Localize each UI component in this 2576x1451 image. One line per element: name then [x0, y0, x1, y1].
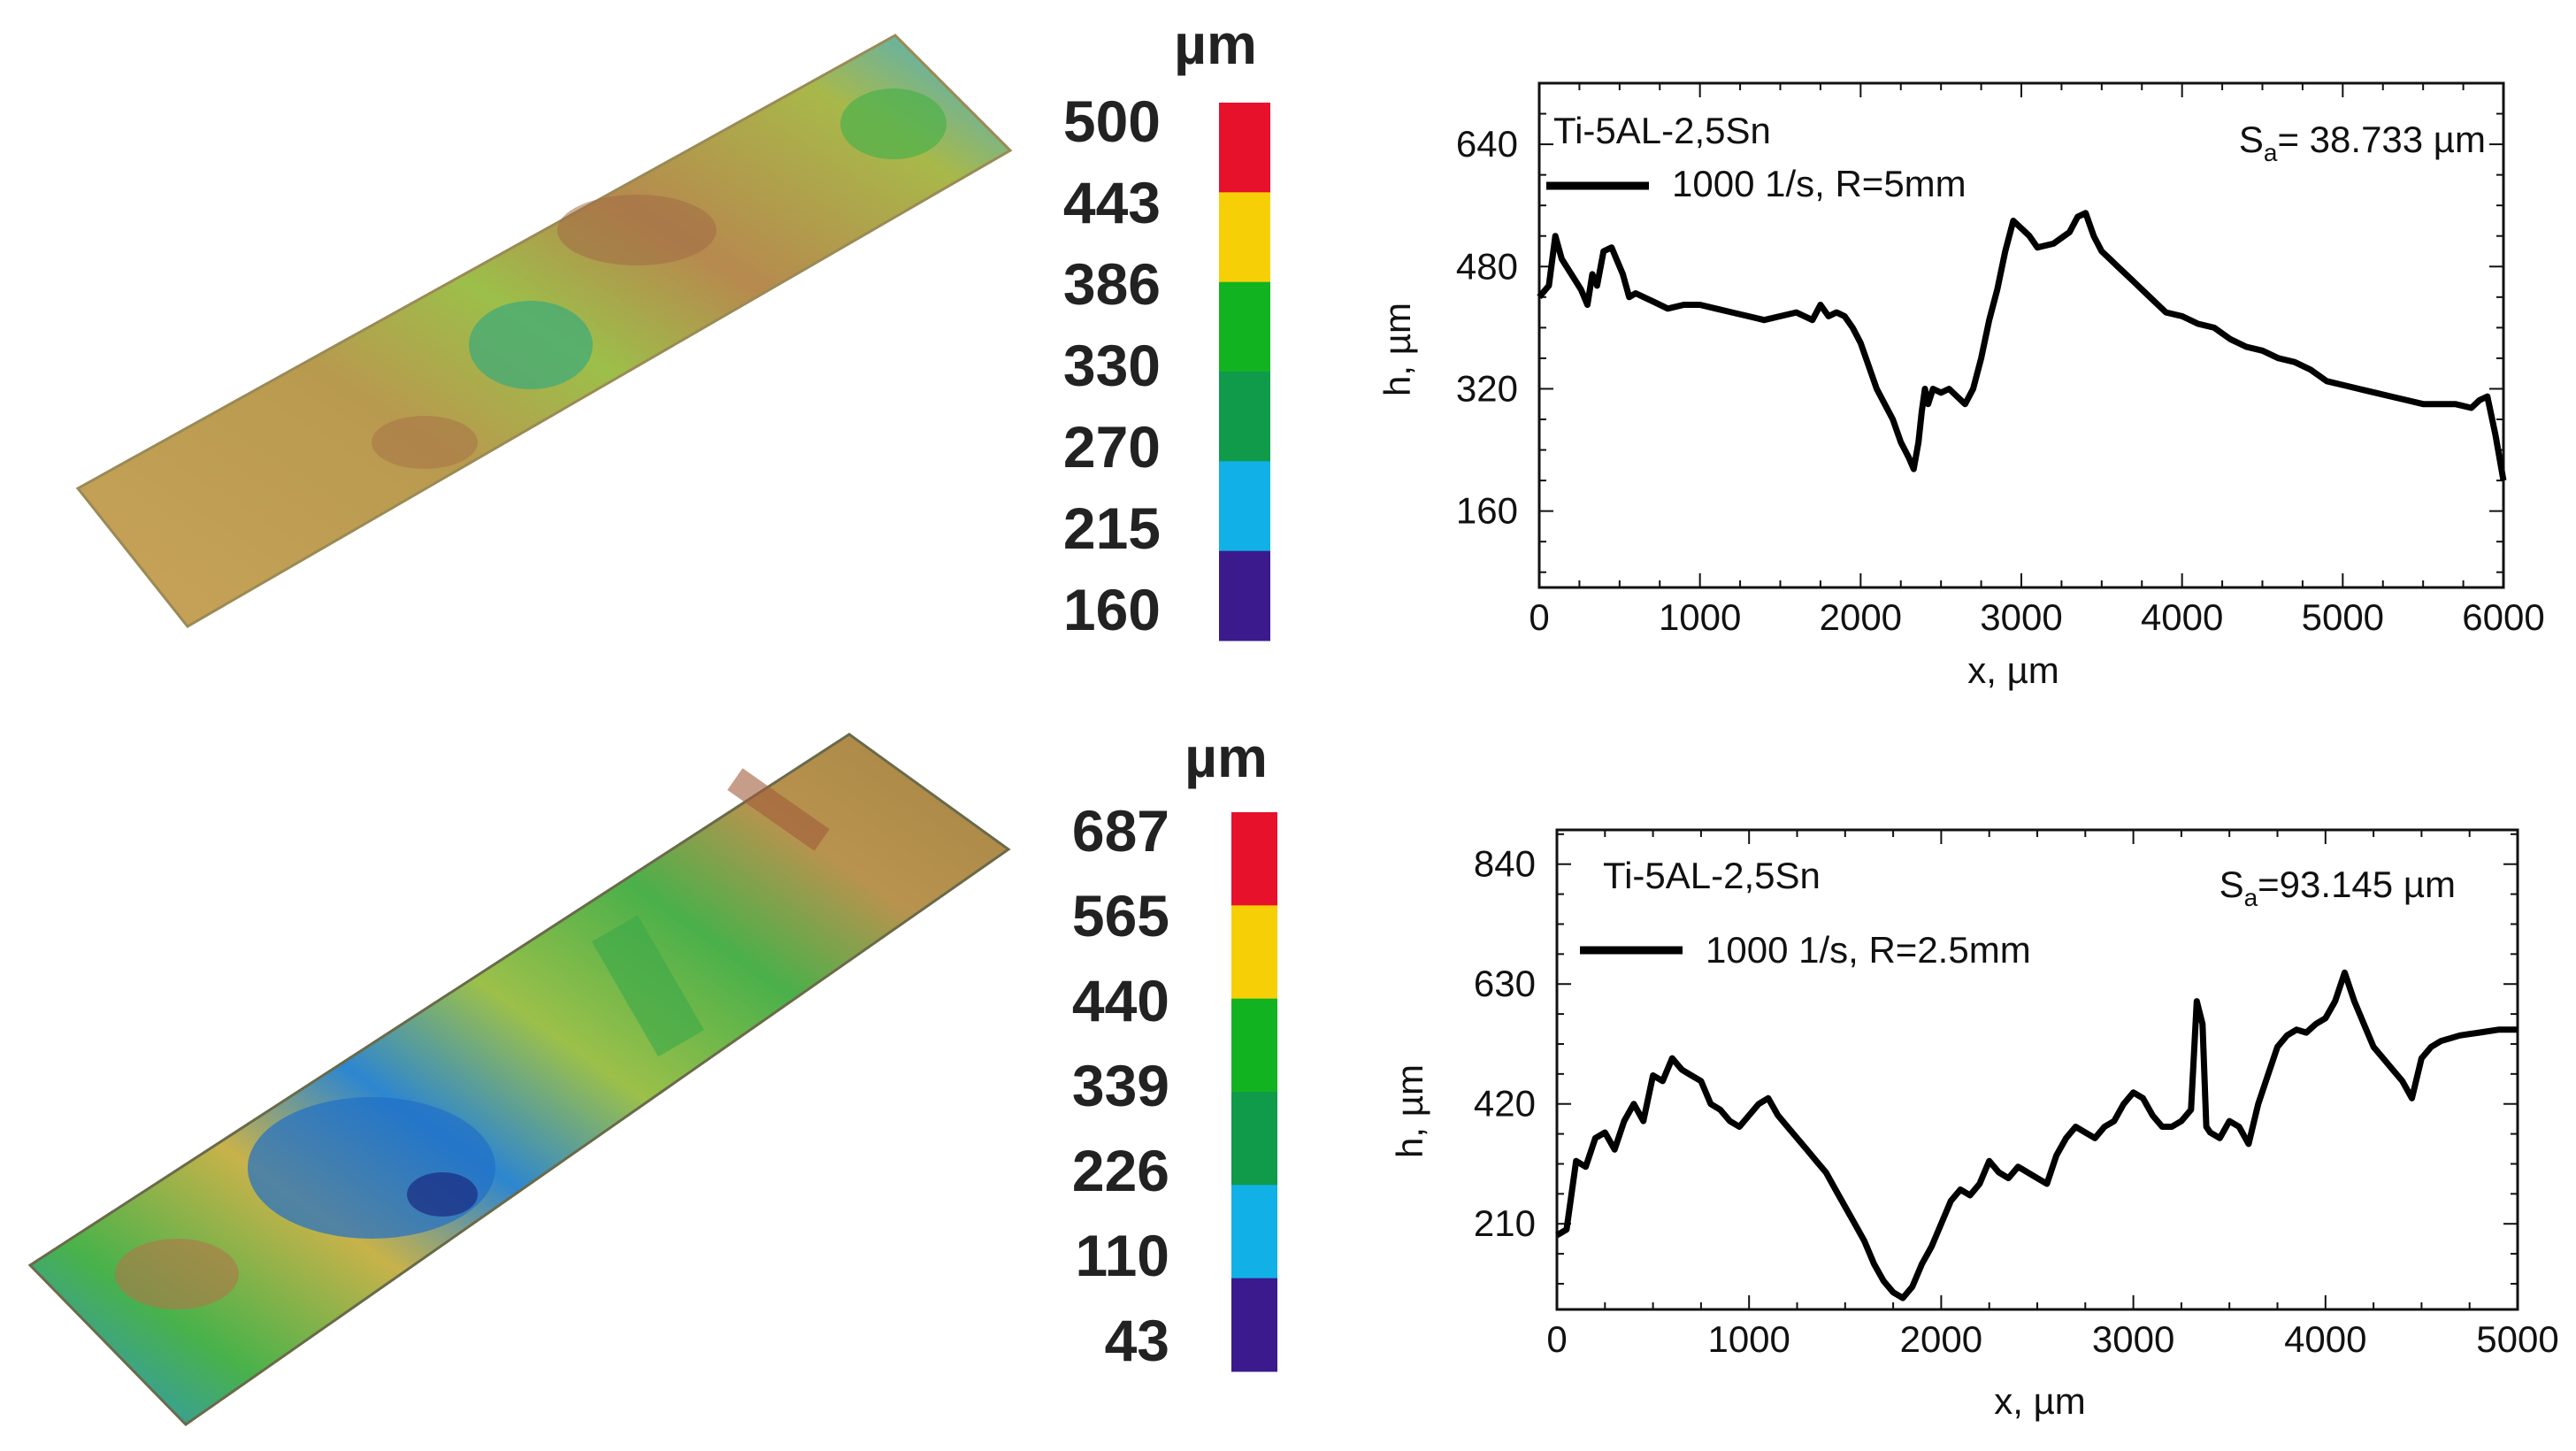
profile-line	[1555, 969, 2518, 1301]
scale-color-band	[1231, 998, 1277, 1093]
profile-chart-2: Ti-5AL-2,5Sn 1000 1/s, R=2.5mm Sa=93.145…	[1389, 828, 2559, 1422]
x-tick-label: 6000	[2462, 596, 2544, 638]
x-tick-label: 2000	[1900, 1318, 1982, 1360]
chart-legend-label: 1000 1/s, R=2.5mm	[1706, 929, 2031, 971]
y-tick-label: 420	[1474, 1083, 1536, 1125]
scale-color-band	[1219, 281, 1270, 372]
y-tick-label: 320	[1456, 367, 1518, 409]
y-tick-label: 160	[1456, 490, 1518, 532]
scale-value-label: 443	[1063, 170, 1161, 235]
scale-value-label: 110	[1076, 1223, 1169, 1288]
x-tick-label: 0	[1546, 1318, 1567, 1360]
chart-legend-label: 1000 1/s, R=5mm	[1672, 163, 1966, 204]
x-tick-label: 1000	[1659, 596, 1741, 638]
color-scale-2: µm 687 565 440 339 226 110 43	[1072, 726, 1277, 1373]
y-axis-label: h, µm	[1376, 303, 1418, 396]
y-tick-label: 840	[1474, 843, 1536, 885]
scale-value-label: 339	[1072, 1053, 1169, 1118]
scale-color-band	[1231, 812, 1277, 906]
x-tick-label: 2000	[1820, 596, 1902, 638]
scale-value-label: 160	[1063, 577, 1161, 642]
x-tick-label: 3000	[2092, 1318, 2174, 1360]
scale-color-band	[1219, 550, 1270, 641]
y-axis-label: h, µm	[1389, 1064, 1430, 1158]
x-tick-label: 4000	[2284, 1318, 2366, 1360]
scale-value-label: 440	[1072, 968, 1169, 1033]
x-tick-label: 3000	[1980, 596, 2062, 638]
scale-unit: µm	[1184, 726, 1268, 789]
scale-color-band	[1231, 1278, 1277, 1372]
x-tick-label: 1000	[1707, 1318, 1790, 1360]
scale-color-band	[1219, 372, 1270, 462]
scale-color-band	[1231, 1092, 1277, 1186]
scale-value-label: 215	[1063, 495, 1161, 561]
y-tick-label: 210	[1474, 1202, 1536, 1244]
scale-value-label: 386	[1063, 251, 1161, 317]
x-tick-label: 4000	[2141, 596, 2223, 638]
x-axis-label: x, µm	[1994, 1380, 2086, 1422]
y-tick-label: 480	[1456, 245, 1518, 287]
scale-value-label: 330	[1063, 333, 1161, 398]
y-tick-label: 630	[1474, 963, 1536, 1004]
x-tick-label: 0	[1529, 596, 1549, 638]
profile-line	[1537, 210, 2507, 481]
profile-chart-1: Ti-5AL-2,5Sn 1000 1/s, R=5mm Sa= 38.733 …	[1376, 81, 2545, 691]
scale-color-band	[1219, 103, 1270, 193]
y-tick-label: 640	[1456, 123, 1518, 165]
scale-color-band	[1219, 192, 1270, 283]
scale-value-label: 500	[1063, 88, 1161, 154]
x-axis-label: x, µm	[1967, 649, 2059, 691]
scale-color-band	[1231, 905, 1277, 1000]
chart-material-label: Ti-5AL-2,5Sn	[1603, 855, 1821, 896]
x-tick-label: 5000	[2476, 1318, 2558, 1360]
scale-value-label: 226	[1072, 1138, 1169, 1203]
scale-value-label: 687	[1072, 798, 1169, 864]
x-tick-label: 5000	[2302, 596, 2384, 638]
chart-material-label: Ti-5AL-2,5Sn	[1553, 110, 1771, 151]
scale-value-label: 270	[1063, 414, 1161, 480]
scale-unit: µm	[1174, 12, 1257, 76]
roughness-label: Sa= 38.733 µm	[2239, 119, 2486, 166]
scale-value-label: 565	[1072, 883, 1169, 948]
scale-color-band	[1219, 461, 1270, 552]
surface-map-2	[27, 733, 1011, 1426]
surface-map-1	[75, 34, 1013, 628]
color-scale-1: µm 500 443 386 330 270 215 160	[1063, 12, 1270, 642]
scale-color-band	[1231, 1185, 1277, 1279]
scale-value-label: 43	[1105, 1308, 1169, 1373]
roughness-label: Sa=93.145 µm	[2220, 864, 2456, 911]
